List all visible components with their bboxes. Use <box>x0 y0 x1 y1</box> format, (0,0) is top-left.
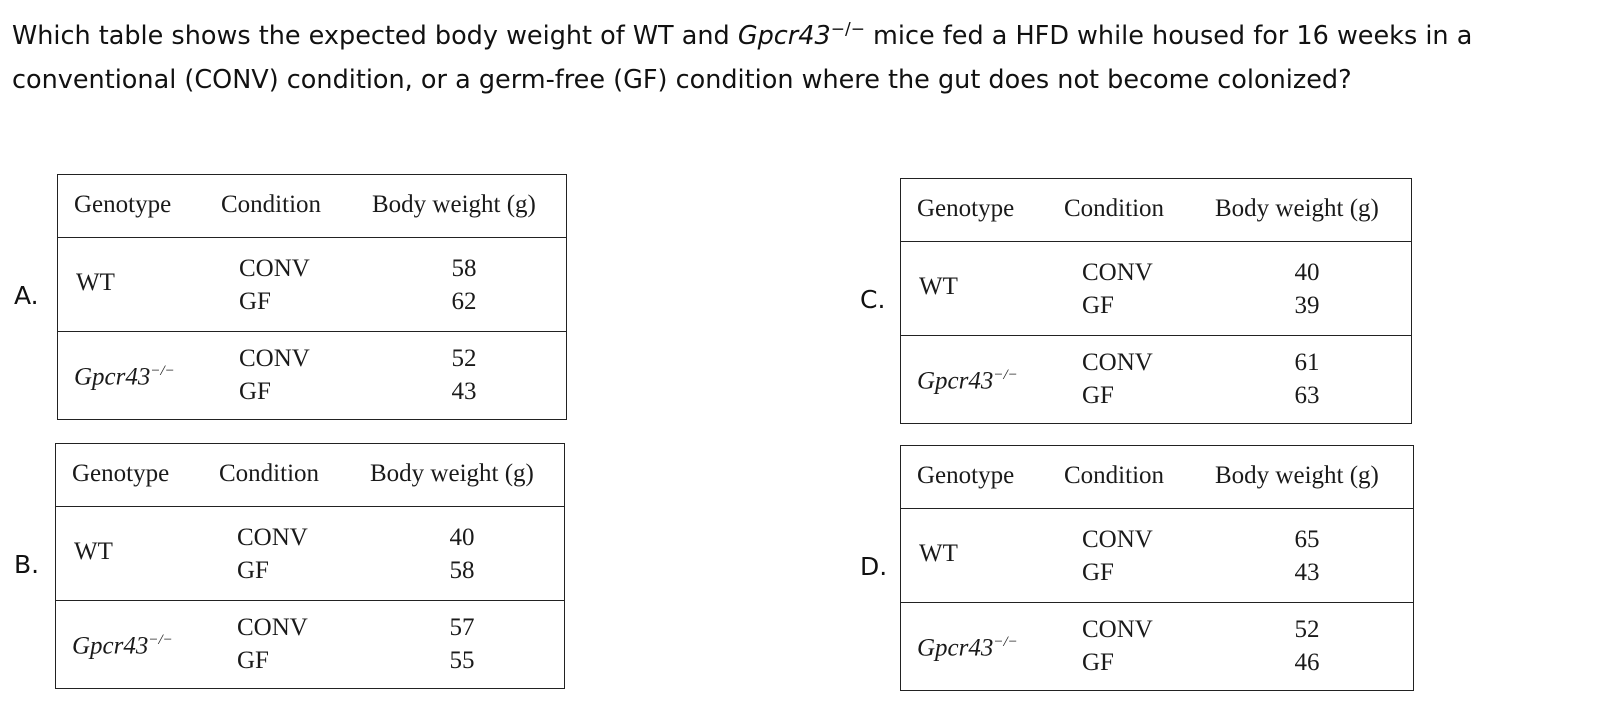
value-ko-conv: 52 <box>1294 616 1320 643</box>
table-header: Genotype Condition Body weight (g) <box>901 446 1413 509</box>
header-genotype: Genotype <box>72 460 170 487</box>
condition-gf: GF <box>239 288 271 315</box>
value-wt-conv: 65 <box>1294 526 1320 553</box>
condition-conv: CONV <box>239 255 310 282</box>
table-divider <box>901 335 1411 336</box>
genotype-ko: Gpcr43−/− <box>72 632 173 660</box>
header-condition: Condition <box>1064 195 1165 222</box>
header-genotype: Genotype <box>74 191 172 218</box>
genotype-wt: WT <box>76 269 115 296</box>
value-wt-gf: 62 <box>451 288 477 315</box>
condition-conv: CONV <box>1082 259 1153 286</box>
value-ko-gf: 63 <box>1294 382 1320 409</box>
option-d-table[interactable]: Genotype Condition Body weight (g) WT CO… <box>900 445 1414 691</box>
value-wt-gf: 39 <box>1294 292 1320 319</box>
value-wt-conv: 58 <box>451 255 477 282</box>
condition-gf: GF <box>1082 559 1114 586</box>
table-divider <box>56 600 564 601</box>
table-divider <box>901 602 1413 603</box>
header-genotype: Genotype <box>917 462 1015 489</box>
header-body-weight: Body weight (g) <box>370 460 534 487</box>
genotype-wt: WT <box>919 540 958 567</box>
genotype-ko: Gpcr43−/− <box>917 367 1018 395</box>
condition-gf: GF <box>239 378 271 405</box>
genotype-ko: Gpcr43−/− <box>917 634 1018 662</box>
value-ko-conv: 61 <box>1294 349 1320 376</box>
value-wt-conv: 40 <box>1294 259 1320 286</box>
header-condition: Condition <box>219 460 320 487</box>
value-ko-gf: 43 <box>451 378 477 405</box>
condition-conv: CONV <box>237 524 308 551</box>
condition-conv: CONV <box>1082 349 1153 376</box>
table-header: Genotype Condition Body weight (g) <box>56 444 564 507</box>
option-d-label[interactable]: D. <box>860 552 888 581</box>
table-header: Genotype Condition Body weight (g) <box>901 179 1411 242</box>
header-body-weight: Body weight (g) <box>1215 462 1379 489</box>
value-ko-conv: 57 <box>449 614 475 641</box>
condition-gf: GF <box>1082 382 1114 409</box>
condition-conv: CONV <box>1082 616 1153 643</box>
option-b-table[interactable]: Genotype Condition Body weight (g) WT CO… <box>55 443 565 689</box>
header-body-weight: Body weight (g) <box>372 191 536 218</box>
value-ko-gf: 55 <box>449 647 475 674</box>
condition-conv: CONV <box>237 614 308 641</box>
question-part-2: mice fed a HFD while housed for 16 weeks… <box>12 21 1473 95</box>
option-c-table[interactable]: Genotype Condition Body weight (g) WT CO… <box>900 178 1412 424</box>
header-condition: Condition <box>221 191 322 218</box>
condition-gf: GF <box>237 557 269 584</box>
option-a-label[interactable]: A. <box>14 281 39 310</box>
question-part-1: Which table shows the expected body weig… <box>12 21 738 51</box>
condition-gf: GF <box>1082 649 1114 676</box>
header-condition: Condition <box>1064 462 1165 489</box>
value-wt-conv: 40 <box>449 524 475 551</box>
value-wt-gf: 58 <box>449 557 475 584</box>
question-gene: Gpcr43 <box>737 21 831 51</box>
header-body-weight: Body weight (g) <box>1215 195 1379 222</box>
value-wt-gf: 43 <box>1294 559 1320 586</box>
table-header: Genotype Condition Body weight (g) <box>58 175 566 238</box>
option-b-label[interactable]: B. <box>14 550 40 579</box>
genotype-wt: WT <box>919 273 958 300</box>
genotype-wt: WT <box>74 538 113 565</box>
header-genotype: Genotype <box>917 195 1015 222</box>
condition-conv: CONV <box>239 345 310 372</box>
value-ko-conv: 52 <box>451 345 477 372</box>
condition-gf: GF <box>237 647 269 674</box>
question-text: Which table shows the expected body weig… <box>12 14 1582 102</box>
option-c-label[interactable]: C. <box>860 285 886 314</box>
condition-gf: GF <box>1082 292 1114 319</box>
option-a-table[interactable]: Genotype Condition Body weight (g) WT CO… <box>57 174 567 420</box>
table-divider <box>58 331 566 332</box>
value-ko-gf: 46 <box>1294 649 1320 676</box>
condition-conv: CONV <box>1082 526 1153 553</box>
genotype-ko: Gpcr43−/− <box>74 363 175 391</box>
question-gene-superscript: −/− <box>830 19 865 40</box>
